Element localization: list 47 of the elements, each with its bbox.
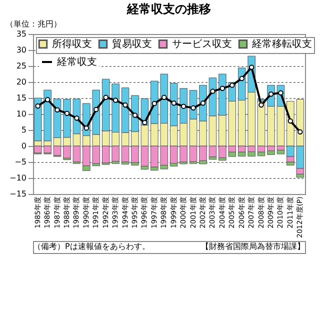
point	[112, 98, 118, 103]
y-tick-label: 5	[21, 126, 26, 134]
point	[64, 110, 70, 116]
y-tick-label: −15	[10, 190, 26, 198]
point	[298, 129, 303, 135]
y-tick-label: 10	[16, 110, 26, 118]
point	[103, 94, 108, 100]
point	[210, 88, 216, 94]
point	[278, 90, 284, 96]
y-tick-label: 30	[16, 46, 26, 54]
legend-label: 貿易収支	[112, 38, 152, 50]
point	[35, 103, 40, 109]
point	[190, 105, 196, 111]
text: （備考）Pは速報値をあらわす。	[33, 242, 150, 251]
point	[152, 100, 158, 106]
y-tick-label: 20	[16, 78, 26, 86]
y-axis-title: （単位：兆円）	[6, 20, 62, 28]
point	[230, 82, 235, 88]
point	[220, 86, 226, 92]
point	[258, 102, 264, 108]
y-tick-label: 15	[16, 94, 26, 102]
point	[132, 112, 138, 118]
point	[171, 100, 176, 106]
y-tick-label: −10	[10, 174, 26, 182]
point	[162, 94, 167, 100]
point	[84, 125, 90, 131]
y-tick-label: −5	[14, 158, 26, 166]
point	[54, 107, 60, 112]
point	[248, 64, 254, 70]
point	[74, 116, 80, 121]
point	[94, 106, 99, 112]
point	[142, 120, 148, 126]
y-tick-label: 35	[16, 30, 26, 38]
point	[239, 76, 244, 82]
point	[200, 100, 206, 106]
legend-label: サービス収支	[172, 38, 232, 50]
legend-label: 経常移転収支	[251, 38, 312, 50]
point	[122, 102, 128, 108]
legend-label: 経常収支	[56, 56, 97, 68]
text: 【財務省国際局為替市場課】	[201, 242, 305, 251]
y-tick-label: 0	[21, 142, 26, 150]
y-tick-label: 25	[16, 62, 26, 70]
chart-title: 経常収支の推移	[126, 2, 211, 16]
legend-label: 所得収支	[52, 38, 92, 50]
point	[180, 104, 186, 109]
point	[44, 96, 50, 102]
point	[288, 118, 294, 124]
